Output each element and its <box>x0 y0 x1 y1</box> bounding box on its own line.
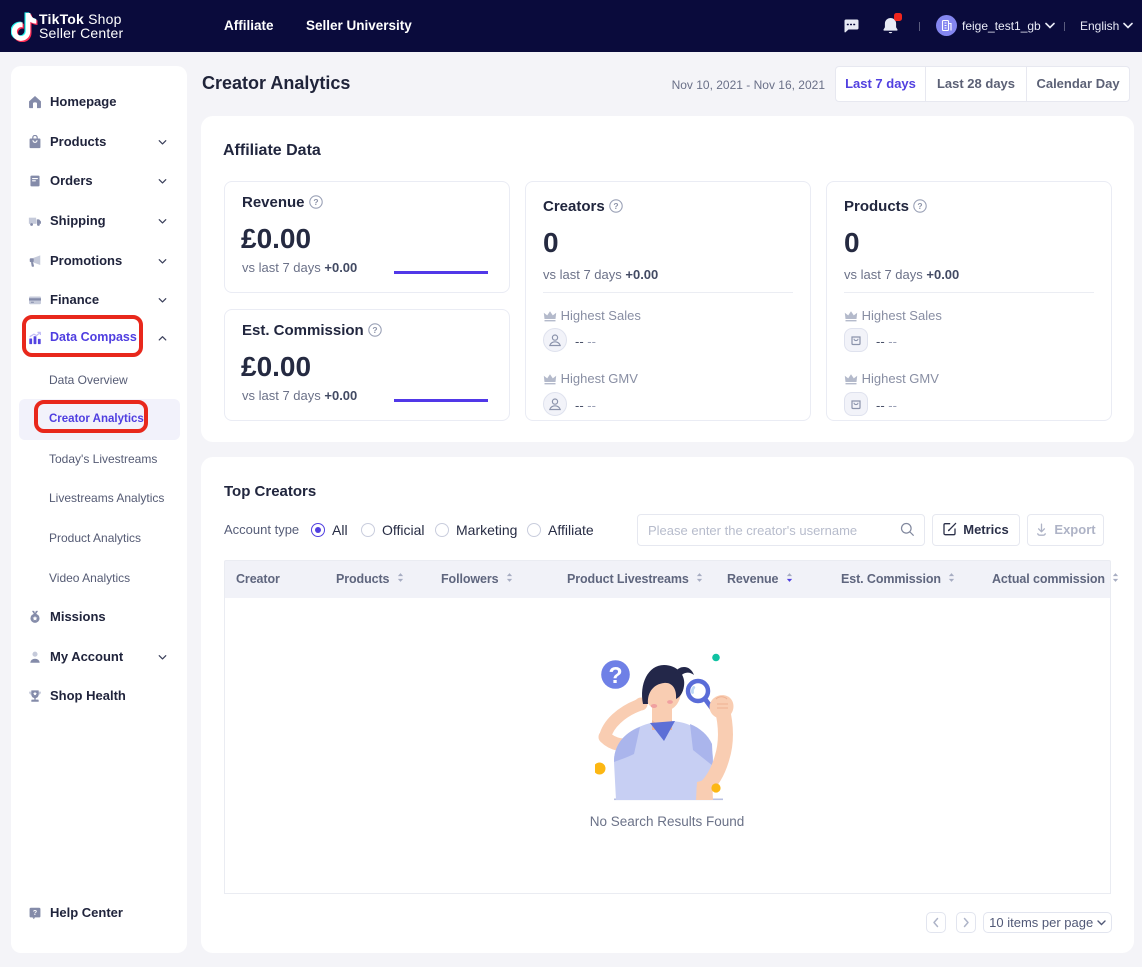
svg-text:?: ? <box>372 325 377 335</box>
svg-text:?: ? <box>613 201 618 211</box>
svg-text:?: ? <box>33 910 37 917</box>
svg-text:?: ? <box>608 662 622 688</box>
svg-text:?: ? <box>918 201 923 211</box>
svg-text:?: ? <box>313 197 318 207</box>
